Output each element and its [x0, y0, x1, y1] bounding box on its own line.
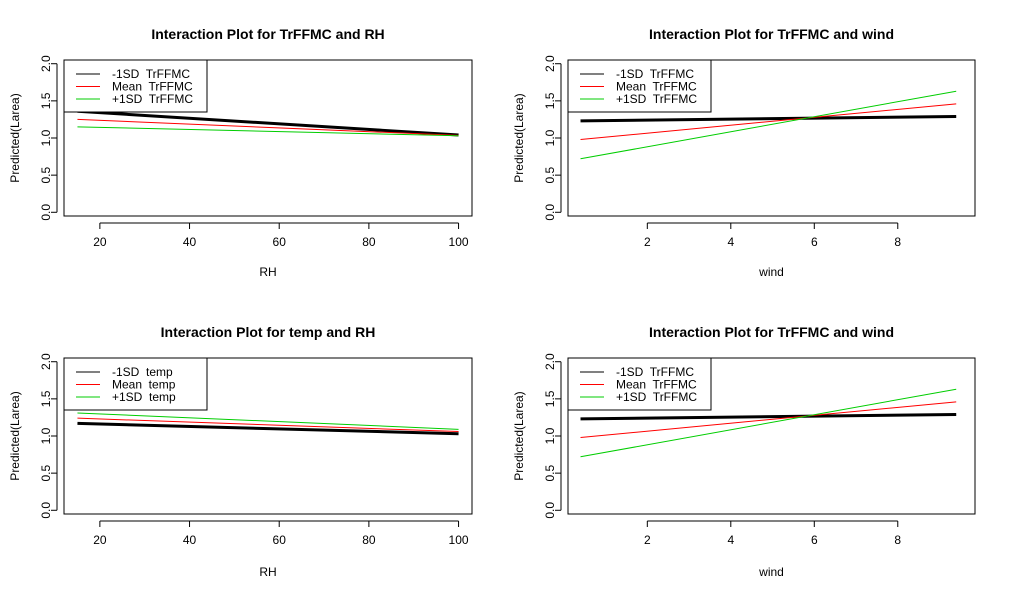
- y-tick-label: 0.5: [39, 166, 53, 183]
- y-tick-label: 2.0: [39, 353, 53, 370]
- series-line-1: [77, 421, 459, 436]
- y-axis-label: Predicted(Larea): [8, 93, 22, 182]
- legend-entry: -1SD TrFFMC: [616, 365, 694, 379]
- y-tick-label: 1.5: [543, 92, 557, 109]
- y-tick-label: 0.5: [543, 166, 557, 183]
- y-tick-label: 0.0: [543, 204, 557, 221]
- series-line-1: [580, 114, 957, 123]
- legend-entry: +1SD temp: [112, 390, 176, 404]
- chart-panel-2: Interaction Plot for TrFFMC and wind 2 4 6 8…: [512, 26, 976, 279]
- y-tick-label: 1.5: [543, 390, 557, 407]
- y-tick-label: 1.5: [39, 92, 53, 109]
- y-tick-label: 2.0: [543, 55, 557, 72]
- x-tick-label: 20: [93, 235, 107, 249]
- legend-entry: +1SD TrFFMC: [112, 92, 193, 106]
- x-axis-label: wind: [758, 265, 784, 279]
- y-tick-label: 0.0: [543, 502, 557, 519]
- x-tick-label: 8: [894, 235, 901, 249]
- legend-entry: +1SD TrFFMC: [616, 92, 697, 106]
- plot-frame: [567, 59, 976, 217]
- y-tick-label: 0.0: [39, 502, 53, 519]
- y-tick-label: 1.0: [39, 129, 53, 146]
- y-tick-label: 2.0: [543, 353, 557, 370]
- x-tick-label: 80: [362, 235, 376, 249]
- x-axis-label: RH: [259, 265, 276, 279]
- x-tick-label: 40: [183, 533, 197, 547]
- x-tick-label: 20: [93, 533, 107, 547]
- x-tick-label: 4: [727, 235, 734, 249]
- chart-title: Interaction Plot for temp and RH: [161, 324, 376, 340]
- x-tick-label: 8: [894, 533, 901, 547]
- x-axis-label: RH: [259, 565, 276, 579]
- y-tick-label: 1.5: [39, 390, 53, 407]
- chart-title: Interaction Plot for TrFFMC and wind: [649, 26, 894, 42]
- legend-entry: Mean TrFFMC: [112, 80, 193, 94]
- x-tick-label: 100: [449, 235, 469, 249]
- x-axis-label: wind: [758, 565, 784, 579]
- y-axis-label: Predicted(Larea): [512, 391, 526, 480]
- x-tick-label: 2: [644, 533, 651, 547]
- series-line-1: [77, 109, 459, 137]
- plot-frame: [63, 59, 473, 217]
- x-tick-label: 6: [811, 533, 818, 547]
- x-tick-label: 40: [183, 235, 197, 249]
- y-tick-label: 0.0: [39, 204, 53, 221]
- y-tick-label: 0.5: [39, 464, 53, 481]
- series-line-2: [580, 401, 957, 438]
- legend-entry: Mean temp: [112, 378, 176, 392]
- y-axis-label: Predicted(Larea): [512, 93, 526, 182]
- y-tick-label: 1.0: [543, 427, 557, 444]
- chart-title: Interaction Plot for TrFFMC and RH: [151, 26, 384, 42]
- series-line-3: [580, 388, 957, 458]
- chart-panel-1: Interaction Plot for TrFFMC and RH 20 40 60…: [8, 26, 473, 279]
- x-tick-label: 80: [362, 533, 376, 547]
- legend-entry: Mean TrFFMC: [616, 80, 697, 94]
- x-tick-label: 100: [449, 533, 469, 547]
- chart-title: Interaction Plot for TrFFMC and wind: [649, 324, 894, 340]
- x-tick-label: 60: [273, 533, 287, 547]
- series-line-3: [580, 90, 957, 160]
- legend-entry: -1SD TrFFMC: [616, 67, 694, 81]
- y-tick-label: 1.0: [39, 427, 53, 444]
- legend-entry: +1SD TrFFMC: [616, 390, 697, 404]
- series-line-1: [580, 412, 957, 421]
- y-tick-label: 1.0: [543, 129, 557, 146]
- y-tick-label: 2.0: [39, 55, 53, 72]
- x-tick-label: 2: [644, 235, 651, 249]
- y-axis-label: Predicted(Larea): [8, 391, 22, 480]
- legend-entry: -1SD TrFFMC: [112, 67, 190, 81]
- series-line-3: [77, 412, 459, 430]
- x-tick-label: 6: [811, 235, 818, 249]
- x-tick-label: 4: [727, 533, 734, 547]
- legend-entry: Mean TrFFMC: [616, 378, 697, 392]
- legend-entry: -1SD temp: [112, 365, 173, 379]
- chart-panel-4: Interaction Plot for TrFFMC and wind 2 4 6 8…: [512, 324, 976, 579]
- series-line-2: [580, 103, 957, 140]
- y-tick-label: 0.5: [543, 464, 557, 481]
- chart-panel-3: Interaction Plot for temp and RH 20 40 60 80…: [8, 324, 473, 579]
- series-line-2: [77, 417, 459, 433]
- x-tick-label: 60: [273, 235, 287, 249]
- series-line-3: [77, 126, 459, 137]
- series-line-2: [77, 118, 459, 136]
- plot-frame: [63, 357, 473, 515]
- plot-frame: [567, 357, 976, 515]
